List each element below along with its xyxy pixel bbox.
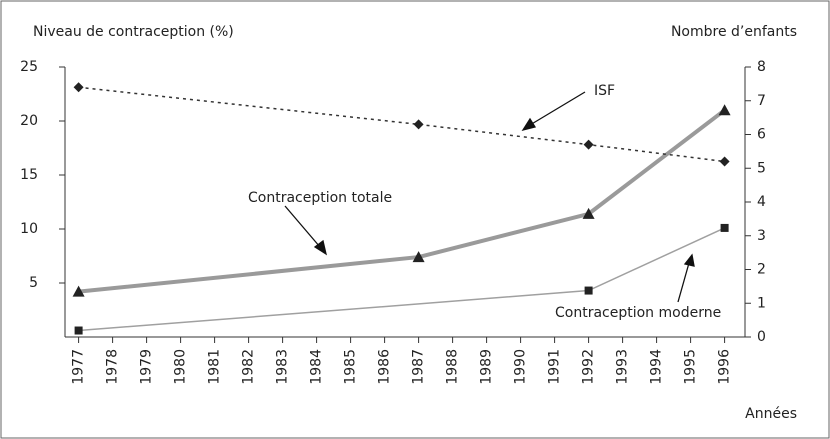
x-tick-label: 1979 [139, 349, 155, 385]
y2-tick-label: 4 [757, 194, 766, 210]
arrowhead [313, 239, 327, 256]
annotation: Contraception moderne [555, 305, 721, 321]
x-tick-label: 1987 [411, 349, 427, 385]
x-tick-label: 1988 [445, 349, 461, 385]
annotation-arrows [284, 91, 695, 303]
y2-tick-label: 3 [757, 228, 766, 244]
y-tick-label: 10 [20, 221, 38, 237]
square-marker [74, 326, 83, 335]
y-tick-label: 20 [20, 113, 38, 129]
y-tick-label: 25 [20, 59, 38, 75]
x-tick-label: 1995 [683, 349, 699, 385]
x-tick-label: 1981 [207, 349, 223, 385]
y2-tick-label: 1 [757, 295, 766, 311]
x-tick-label: 1984 [309, 349, 325, 385]
y2-tick-label: 7 [757, 93, 766, 109]
annotation: ISF [594, 83, 615, 99]
x-tick-label: 1985 [343, 349, 359, 385]
x-tick-label: 1991 [547, 349, 563, 385]
y-tick-label: 15 [20, 167, 38, 183]
x-tick-label: 1986 [377, 349, 393, 385]
annotation: Contraception totale [248, 190, 392, 206]
y2-tick-label: 8 [757, 59, 766, 75]
x-tick-label: 1983 [275, 349, 291, 385]
diamond-marker [583, 139, 594, 150]
x-tick-label: 1978 [105, 349, 121, 385]
x-tick-label: 1990 [513, 349, 529, 385]
x-tick-label: 1993 [615, 349, 631, 385]
y2-axis-label: Nombre d’enfants [671, 24, 797, 40]
x-tick-label: 1996 [717, 349, 733, 385]
triangle-marker [718, 104, 731, 116]
x-axis-label: Années [745, 406, 797, 422]
triangle-marker [412, 251, 425, 263]
y2-tick-label: 6 [757, 127, 766, 143]
diamond-marker [719, 156, 730, 167]
x-tick-label: 1977 [71, 349, 87, 385]
diamond-marker [413, 119, 424, 130]
arrow [677, 262, 690, 303]
x-tick-label: 1982 [241, 349, 257, 385]
diamond-marker [73, 82, 84, 93]
x-tick-label: 1994 [649, 349, 665, 385]
square-marker [720, 223, 729, 232]
x-tick-label: 1989 [479, 349, 495, 385]
x-tick-label: 1980 [173, 349, 189, 385]
y2-tick-label: 0 [757, 329, 766, 345]
arrow [284, 205, 321, 248]
arrow [529, 91, 586, 126]
series-line [78, 108, 726, 294]
y2-tick-label: 5 [757, 160, 766, 176]
x-tick-label: 1992 [581, 349, 597, 385]
square-marker [584, 286, 593, 295]
y2-tick-label: 2 [757, 262, 766, 278]
triangle-marker [72, 285, 85, 297]
y-tick-label: 5 [29, 275, 38, 291]
y-axis-label: Niveau de contraception (%) [33, 24, 234, 40]
series-line [78, 86, 725, 163]
arrowhead [521, 117, 537, 132]
arrowhead [683, 253, 695, 267]
triangle-marker [582, 207, 595, 219]
